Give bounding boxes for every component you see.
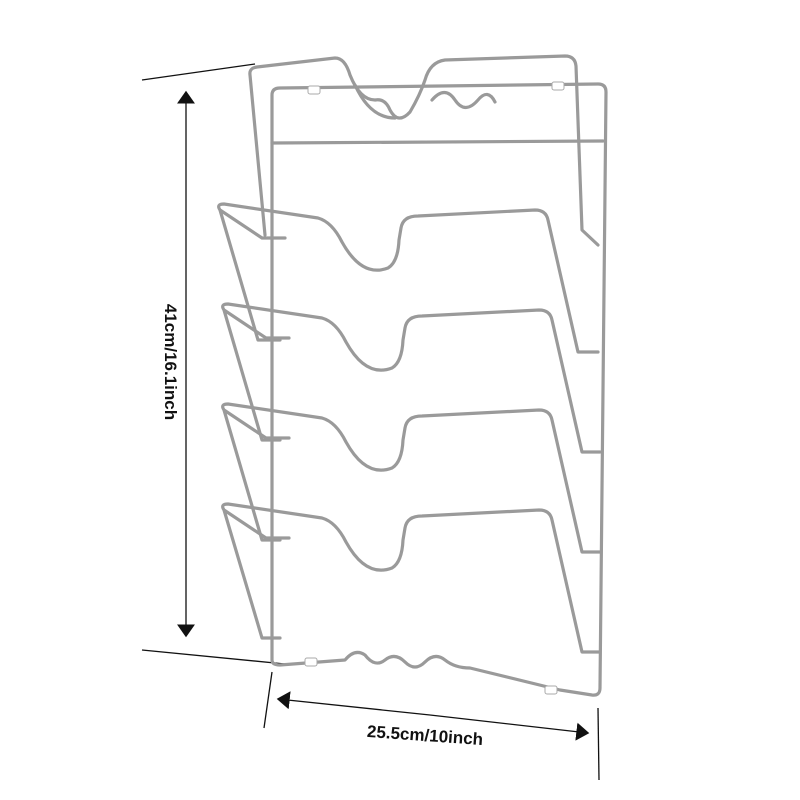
top-hook	[248, 54, 600, 247]
width-extension-left	[263, 671, 273, 729]
crossbar	[270, 139, 605, 145]
shelf-3	[221, 402, 602, 554]
width-arrow-left	[276, 691, 431, 716]
height-extension-top	[141, 63, 256, 81]
shelf-1	[217, 202, 600, 354]
height-label: 41cm/16.1inch	[161, 303, 180, 421]
width-arrow-right	[429, 714, 590, 741]
height-extension-bottom	[141, 649, 286, 665]
width-dimension	[263, 671, 600, 781]
mount-clips	[304, 81, 565, 695]
shelf-4	[221, 502, 602, 654]
back-frame	[270, 82, 608, 697]
shelf-2	[221, 302, 602, 454]
width-extension-right	[597, 707, 600, 781]
height-dimension	[141, 63, 286, 665]
